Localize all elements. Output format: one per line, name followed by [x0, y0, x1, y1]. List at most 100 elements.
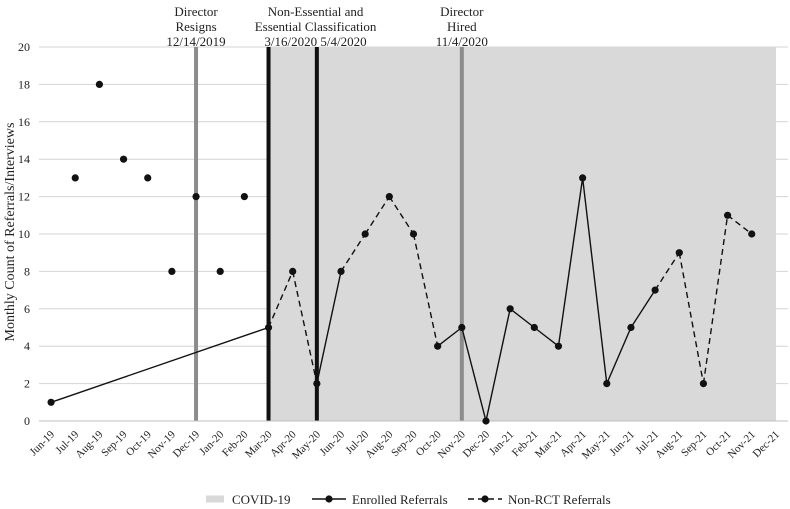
y-tick-label: 2 — [24, 377, 30, 391]
x-tick-label: Mar-20 — [243, 428, 275, 460]
x-tick-label: Mar-21 — [533, 429, 565, 461]
x-tick-label: Sep-21 — [679, 429, 710, 460]
data-point-jan-21 — [506, 305, 514, 313]
x-tick-label: Nov-19 — [146, 428, 179, 461]
y-tick-label: 16 — [18, 115, 30, 129]
data-point-aug-20 — [385, 193, 393, 201]
legend-nonrct-label: Non-RCT Referrals — [508, 492, 611, 507]
data-point-nov-20 — [458, 323, 466, 332]
enrolled-segment — [630, 289, 656, 328]
enrolled-segment — [509, 308, 535, 329]
enrolled-segment — [557, 177, 584, 347]
y-tick-label: 20 — [18, 40, 30, 54]
x-tick-label: Aug-20 — [363, 428, 396, 461]
data-point-jul-19 — [71, 174, 79, 182]
event-label-line: Resigns — [175, 19, 216, 34]
data-point-nov-21 — [748, 230, 756, 238]
y-tick-label: 12 — [18, 190, 30, 204]
data-point-jan-20 — [216, 267, 224, 275]
legend-covid-label: COVID-19 — [232, 492, 291, 507]
data-point-dec-19 — [192, 193, 200, 201]
data-point-oct-19 — [144, 174, 152, 182]
x-tick-label: Nov-20 — [436, 428, 469, 461]
event-label-line: 12/14/2019 — [166, 34, 225, 49]
covid-band — [268, 47, 776, 421]
data-point-dec-20 — [482, 417, 490, 425]
x-tick-label: Jun-21 — [607, 429, 637, 459]
non-rct-segment — [364, 196, 390, 235]
x-tick-label: Sep-19 — [99, 428, 130, 459]
data-point-jun-21 — [627, 323, 635, 332]
enrolled-segment — [485, 308, 511, 422]
series-lines — [50, 177, 753, 422]
y-tick-label: 6 — [24, 302, 30, 316]
event-label-line: Director — [174, 4, 218, 19]
data-point-jun-19 — [47, 398, 55, 406]
event-label-line: Hired — [447, 19, 477, 34]
data-point-jul-21 — [651, 286, 659, 294]
non-rct-segment — [292, 271, 318, 384]
x-tick-label: Jun-19 — [28, 428, 58, 458]
data-point-aug-19 — [95, 80, 104, 88]
enrolled-segment — [461, 327, 487, 422]
data-point-sep-20 — [409, 230, 418, 238]
data-point-sep-21 — [699, 380, 708, 388]
y-tick-label: 4 — [24, 339, 30, 353]
non-rct-segment — [654, 252, 680, 291]
event-label-line: Essential Classification — [255, 19, 377, 34]
x-tick-label: Dec-19 — [171, 428, 203, 460]
x-tick-label: Dec-20 — [461, 428, 493, 460]
non-rct-segment — [412, 233, 439, 347]
y-axis-label: Monthly Count of Referrals/Interviews — [3, 123, 18, 342]
x-tick-label: Aug-19 — [73, 428, 106, 461]
data-point-feb-21 — [530, 323, 538, 332]
data-point-sep-19 — [119, 155, 128, 163]
data-point-apr-20 — [289, 267, 297, 275]
event-label-line: Director — [440, 4, 484, 19]
non-rct-segment — [727, 214, 753, 235]
non-rct-segment — [702, 215, 729, 384]
legend-enrolled-marker — [325, 495, 333, 503]
data-point-jun-20 — [337, 267, 345, 275]
x-tick-label: Jun-20 — [317, 428, 347, 458]
x-tick-label: Nov-21 — [726, 429, 758, 461]
y-tick-label: 10 — [18, 227, 30, 241]
data-point-nov-19 — [168, 267, 176, 275]
non-rct-segment — [340, 233, 366, 272]
data-point-may-20 — [313, 380, 321, 388]
event-label-line: 11/4/2020 — [436, 34, 488, 49]
data-points — [47, 80, 756, 425]
x-tick-label: Sep-20 — [389, 428, 420, 459]
enrolled-segment — [316, 271, 342, 384]
data-point-jul-20 — [361, 230, 369, 238]
enrolled-segment — [437, 326, 463, 347]
data-point-oct-21 — [723, 211, 732, 219]
non-rct-segment — [678, 252, 705, 384]
event-label-line: Non-Essential and — [268, 4, 364, 19]
enrolled-segment — [606, 327, 632, 384]
enrolled-segment — [581, 177, 608, 384]
data-point-mar-21 — [554, 342, 563, 350]
data-point-feb-20 — [240, 193, 248, 201]
legend-nonrct-marker — [481, 495, 489, 503]
enrolled-segment — [533, 326, 559, 347]
event-label-line: 3/16/2020 5/4/2020 — [264, 34, 366, 49]
y-tick-label: 18 — [18, 77, 30, 91]
data-point-aug-21 — [675, 249, 683, 257]
data-point-oct-20 — [434, 342, 442, 350]
legend: COVID-19 Enrolled Referrals Non-RCT Referr… — [206, 492, 611, 507]
x-tick-label: Dec-21 — [751, 429, 782, 460]
x-tick-label: Aug-21 — [653, 429, 685, 461]
y-tick-label: 8 — [24, 264, 30, 278]
non-rct-segment — [267, 271, 294, 328]
data-point-may-21 — [603, 380, 611, 388]
enrolled-segment — [50, 326, 269, 403]
y-tick-label: 0 — [24, 414, 30, 428]
covid-shaded-region — [268, 47, 776, 421]
non-rct-segment — [388, 196, 415, 235]
data-point-mar-20 — [264, 323, 273, 332]
data-point-apr-21 — [579, 174, 587, 182]
y-tick-label: 14 — [18, 152, 30, 166]
